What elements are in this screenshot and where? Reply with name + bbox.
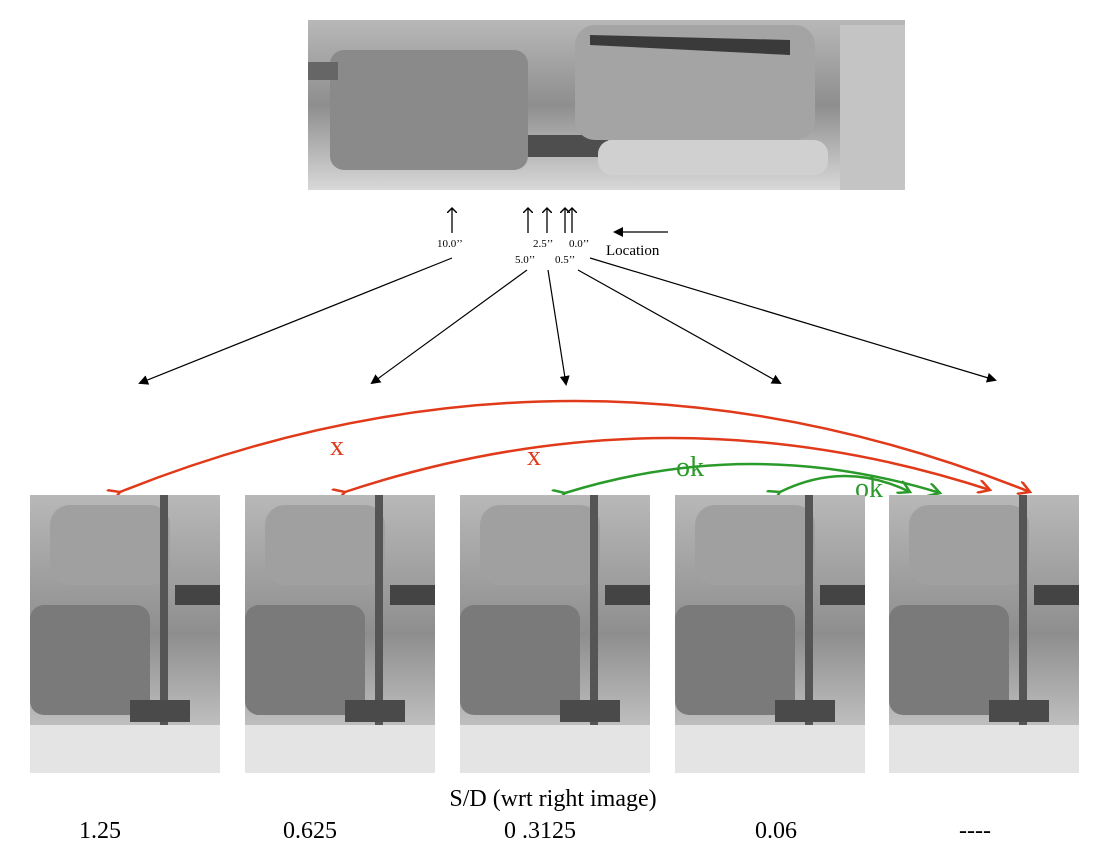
view-photo xyxy=(675,495,865,773)
comparison-label: ok xyxy=(676,452,704,483)
view-photo xyxy=(889,495,1079,773)
comparison-label: x xyxy=(330,431,344,462)
mapping-arrows xyxy=(140,258,995,384)
location-markers xyxy=(452,208,668,233)
comparison-label: x xyxy=(527,441,541,472)
ratio: ---- xyxy=(959,818,991,844)
location-label: 2.5’’ xyxy=(533,238,553,250)
location-caption: Location xyxy=(606,243,660,259)
location-label: 0.5’’ xyxy=(555,254,575,266)
diagram: 10.0’’ 5.0’’ 2.5’’ 0.5’’ 0.0’’ Location … xyxy=(0,0,1093,852)
ratio: 0 .3125 xyxy=(504,818,576,844)
top-photo xyxy=(308,20,905,190)
location-label: 5.0’’ xyxy=(515,254,535,266)
view-photo xyxy=(30,495,220,773)
ratio: 0.06 xyxy=(755,818,797,844)
view-photo xyxy=(245,495,435,773)
location-label: 10.0’’ xyxy=(437,238,463,250)
location-label: 0.0’’ xyxy=(569,238,589,250)
caption: S/D (wrt right image) xyxy=(449,786,656,812)
ratio: 0.625 xyxy=(283,818,337,844)
comparison-arcs xyxy=(120,401,1030,493)
view-photo xyxy=(460,495,650,773)
ratio: 1.25 xyxy=(79,818,121,844)
